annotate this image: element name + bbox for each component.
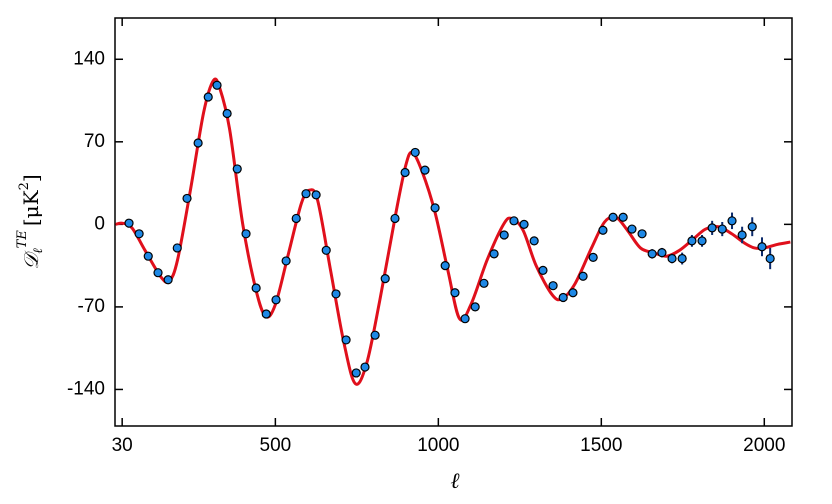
data-point <box>598 225 608 235</box>
model-curve <box>115 77 791 386</box>
y-label-unit: [μK <box>19 189 43 226</box>
data-point <box>627 224 637 234</box>
data-point <box>747 222 757 232</box>
data-point <box>281 256 291 266</box>
data-point <box>203 92 213 102</box>
y-label-exp: 2 <box>17 182 32 190</box>
data-point <box>499 230 509 240</box>
data-point <box>222 108 232 119</box>
data-point <box>380 274 390 284</box>
data-point <box>341 335 351 345</box>
data-point <box>558 292 568 303</box>
y-tick-label: -140 <box>67 378 105 399</box>
data-point <box>163 275 173 285</box>
y-tick-label: 140 <box>73 48 105 69</box>
data-point <box>311 190 321 200</box>
y-label-sup: TE <box>15 230 30 249</box>
data-point <box>450 288 460 298</box>
data-point <box>578 271 588 281</box>
y-tick-label: -70 <box>78 296 105 317</box>
data-point <box>538 265 548 275</box>
x-tick-label: 500 <box>260 435 292 456</box>
data-point <box>331 289 341 299</box>
data-point <box>351 368 361 378</box>
data-point <box>370 330 380 340</box>
y-tick-label: 0 <box>94 213 105 234</box>
x-tick-label: 2000 <box>743 435 785 456</box>
data-point <box>182 193 192 204</box>
data-point <box>529 236 539 246</box>
data-point <box>291 213 301 224</box>
data-point <box>212 80 222 90</box>
y-axis-label: 𝒟ℓTE [μK2] <box>15 174 46 269</box>
data-point <box>153 268 163 278</box>
data-point <box>430 203 440 213</box>
data-point <box>271 295 281 305</box>
data-point <box>440 261 450 271</box>
data-point <box>618 212 628 222</box>
data-point <box>687 236 697 246</box>
data-point <box>757 242 767 252</box>
data-point <box>143 251 153 261</box>
data-point <box>390 213 400 224</box>
data-point <box>717 224 727 234</box>
data-point <box>608 212 618 222</box>
data-point <box>400 167 410 178</box>
data-point <box>321 245 331 255</box>
data-point <box>765 253 775 264</box>
data-point <box>519 219 529 229</box>
data-point <box>470 302 480 312</box>
data-point <box>172 243 182 253</box>
y-label-sub: ℓ <box>31 248 46 254</box>
data-point <box>509 216 519 226</box>
data-point <box>727 216 737 226</box>
data-point <box>697 236 707 246</box>
data-point <box>647 249 657 259</box>
data-point <box>588 252 598 262</box>
data-point <box>261 309 271 319</box>
data-point <box>677 253 687 264</box>
y-label-close: ] <box>19 174 43 182</box>
data-point <box>134 229 144 239</box>
x-axis-label: ℓ <box>450 469 460 494</box>
y-label-symbol: 𝒟 <box>19 250 43 270</box>
data-point <box>360 362 370 372</box>
data-point <box>667 253 677 264</box>
data-point <box>232 164 242 174</box>
data-point <box>420 165 430 175</box>
data-point <box>548 281 558 291</box>
data-point <box>460 314 470 324</box>
x-tick-label: 30 <box>112 435 133 456</box>
data-point <box>657 248 667 258</box>
data-point <box>193 138 203 148</box>
x-tick-label: 1000 <box>417 435 459 456</box>
data-point <box>707 223 717 233</box>
data-point <box>568 288 578 298</box>
data-point <box>737 230 747 240</box>
data-point <box>410 147 420 158</box>
data-point <box>301 189 311 199</box>
data-point <box>489 249 499 259</box>
x-tick-label: 1500 <box>580 435 622 456</box>
y-tick-label: 70 <box>84 131 105 152</box>
data-point <box>241 229 251 239</box>
data-point <box>479 278 489 288</box>
data-point <box>637 229 647 239</box>
data-point <box>124 218 134 228</box>
plot-frame <box>114 17 793 427</box>
data-point <box>251 283 261 293</box>
